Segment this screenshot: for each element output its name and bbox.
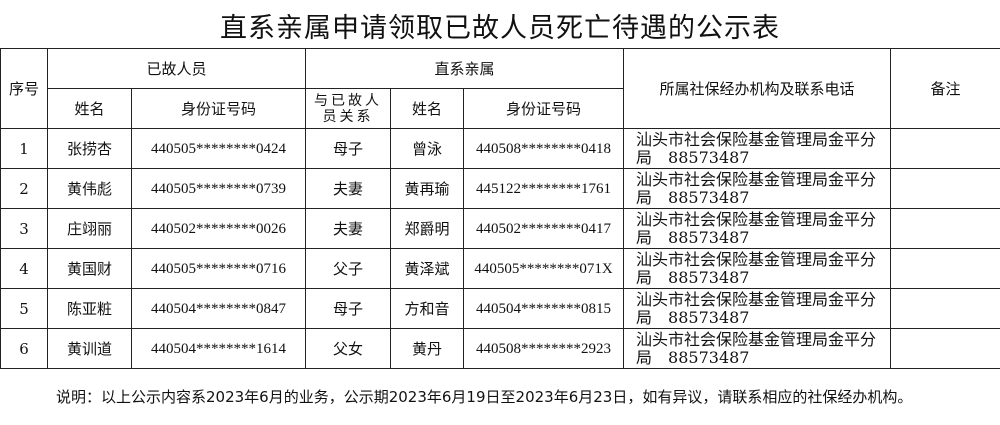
cell-relation: 父子 (305, 248, 392, 289)
cell-id: 440504********0847 (130, 288, 307, 329)
cell-seq: 1 (0, 128, 48, 169)
cell-seq: 2 (0, 168, 48, 209)
cell-org: 汕头市社会保险基金管理局金平分局 88573487 (623, 288, 892, 329)
table-row: 3 庄翊丽 440502********0026 夫妻 郑爵明 440502*******… (0, 208, 1000, 249)
table-row: 4 黄国财 440505********0716 父子 黄泽斌 440505*******… (0, 248, 1000, 289)
cell-org: 汕头市社会保险基金管理局金平分局 88573487 (623, 208, 892, 249)
header-remark: 备注 (890, 48, 1000, 129)
cell-id: 440505********0716 (130, 248, 307, 289)
cell-rel-name: 黄再瑜 (390, 168, 465, 209)
header-seq: 序号 (0, 48, 48, 129)
cell-seq: 5 (0, 288, 48, 329)
cell-name: 黄伟彪 (47, 168, 132, 209)
cell-rel-id: 445122********1761 (463, 168, 625, 209)
header-org: 所属社保经办机构及联系电话 (623, 48, 892, 129)
cell-remark (890, 208, 1000, 249)
cell-rel-name: 郑爵明 (390, 208, 465, 249)
cell-seq: 4 (0, 248, 48, 289)
cell-rel-id: 440502********0417 (463, 208, 625, 249)
header-deceased: 已故人员 (46, 48, 307, 89)
cell-name: 庄翊丽 (47, 208, 132, 249)
header-id: 身份证号码 (130, 88, 307, 129)
cell-org: 汕头市社会保险基金管理局金平分局 88573487 (623, 328, 892, 369)
cell-id: 440505********0424 (130, 128, 307, 169)
cell-rel-id: 440508********2923 (463, 328, 625, 369)
header-relation: 与已故人员关系 (305, 88, 392, 129)
cell-id: 440502********0026 (130, 208, 307, 249)
cell-relation: 夫妻 (305, 168, 392, 209)
cell-relation: 母子 (305, 128, 392, 169)
table-row: 2 黄伟彪 440505********0739 夫妻 黄再瑜 445122*******… (0, 168, 1000, 209)
cell-remark (890, 248, 1000, 289)
header-rel-id: 身份证号码 (463, 88, 625, 129)
cell-remark (890, 168, 1000, 209)
cell-rel-id: 440508********0418 (463, 128, 625, 169)
table-row: 6 黄训道 440504********1614 父女 黄丹 440508********… (0, 328, 1000, 369)
cell-seq: 3 (0, 208, 48, 249)
footnote: 说明：以上公示内容系2023年6月的业务，公示期2023年6月19日至2023年… (56, 388, 913, 406)
table-row: 1 张捞杏 440505********0424 母子 曾泳 440508********… (0, 128, 1000, 169)
announcement-table: 序号 已故人员 直系亲属 所属社保经办机构及联系电话 备注 姓名 身份证号码 与… (0, 48, 1000, 369)
cell-remark (890, 288, 1000, 329)
cell-name: 陈亚粧 (47, 288, 132, 329)
cell-rel-name: 方和音 (390, 288, 465, 329)
cell-relation: 父女 (305, 328, 392, 369)
cell-rel-id: 440504********0815 (463, 288, 625, 329)
table-row: 5 陈亚粧 440504********0847 母子 方和音 440504*******… (0, 288, 1000, 329)
cell-name: 黄国财 (47, 248, 132, 289)
cell-org: 汕头市社会保险基金管理局金平分局 88573487 (623, 128, 892, 169)
header-relatives: 直系亲属 (305, 48, 625, 89)
cell-relation: 夫妻 (305, 208, 392, 249)
cell-seq: 6 (0, 328, 48, 369)
cell-rel-name: 黄泽斌 (390, 248, 465, 289)
cell-rel-name: 黄丹 (390, 328, 465, 369)
cell-id: 440505********0739 (130, 168, 307, 209)
cell-org: 汕头市社会保险基金管理局金平分局 88573487 (623, 248, 892, 289)
page-title: 直系亲属申请领取已故人员死亡待遇的公示表 (220, 13, 780, 44)
cell-name: 黄训道 (47, 328, 132, 369)
cell-remark (890, 328, 1000, 369)
header-name: 姓名 (47, 88, 132, 129)
cell-org: 汕头市社会保险基金管理局金平分局 88573487 (623, 168, 892, 209)
cell-relation: 母子 (305, 288, 392, 329)
header-rel-name: 姓名 (390, 88, 465, 129)
cell-remark (890, 128, 1000, 169)
cell-rel-name: 曾泳 (390, 128, 465, 169)
cell-name: 张捞杏 (47, 128, 132, 169)
cell-id: 440504********1614 (130, 328, 307, 369)
cell-rel-id: 440505********071X (463, 248, 625, 289)
